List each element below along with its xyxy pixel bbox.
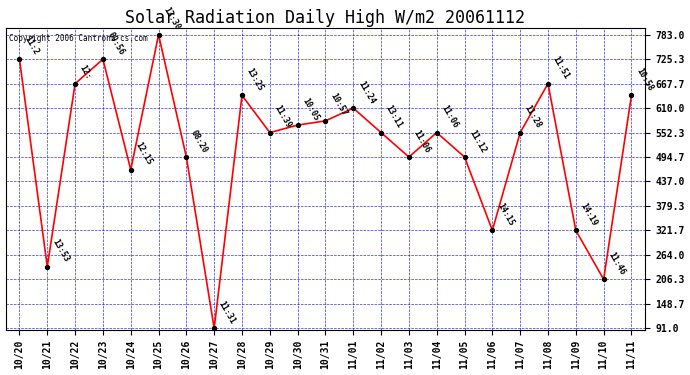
Text: 14:15: 14:15 (495, 201, 515, 228)
Text: 10:57: 10:57 (328, 92, 348, 118)
Text: 12:: 12: (78, 63, 93, 81)
Text: 11:2: 11:2 (22, 34, 40, 57)
Text: 11:28: 11:28 (523, 104, 543, 130)
Title: Solar Radiation Daily High W/m2 20061112: Solar Radiation Daily High W/m2 20061112 (126, 9, 526, 27)
Point (431, 130, 442, 136)
Point (515, 130, 526, 136)
Point (487, 227, 498, 233)
Text: 14:19: 14:19 (579, 201, 599, 228)
Point (570, 227, 581, 233)
Text: 11:12: 11:12 (467, 128, 488, 154)
Text: 11:39: 11:39 (273, 104, 293, 130)
Text: 08:20: 08:20 (189, 128, 210, 154)
Text: 10:58: 10:58 (634, 66, 655, 93)
Point (320, 118, 331, 124)
Text: 09:56: 09:56 (106, 30, 126, 57)
Point (70, 81, 81, 87)
Point (14, 56, 25, 62)
Point (459, 154, 470, 160)
Point (181, 154, 192, 160)
Point (598, 276, 609, 282)
Text: 13:11: 13:11 (384, 104, 404, 130)
Point (292, 122, 303, 128)
Point (404, 154, 415, 160)
Point (97, 56, 108, 62)
Text: Copyright 2006 Cantroni cs.com: Copyright 2006 Cantroni cs.com (9, 34, 148, 44)
Point (542, 81, 553, 87)
Text: 11:31: 11:31 (217, 299, 237, 326)
Text: 11:51: 11:51 (551, 55, 571, 81)
Point (348, 105, 359, 111)
Point (264, 130, 275, 136)
Point (237, 92, 248, 98)
Point (125, 167, 136, 173)
Point (208, 325, 219, 331)
Text: 13:30: 13:30 (161, 6, 181, 32)
Point (375, 130, 386, 136)
Text: 11:46: 11:46 (607, 251, 627, 276)
Text: 11:06: 11:06 (440, 104, 460, 130)
Text: 12:15: 12:15 (133, 141, 154, 167)
Point (42, 264, 53, 270)
Point (153, 32, 164, 38)
Text: 13:25: 13:25 (245, 66, 265, 93)
Text: 11:06: 11:06 (412, 128, 432, 154)
Text: 10:05: 10:05 (300, 96, 321, 122)
Text: 11:24: 11:24 (356, 79, 376, 105)
Text: 13:53: 13:53 (50, 238, 70, 264)
Point (626, 92, 637, 98)
